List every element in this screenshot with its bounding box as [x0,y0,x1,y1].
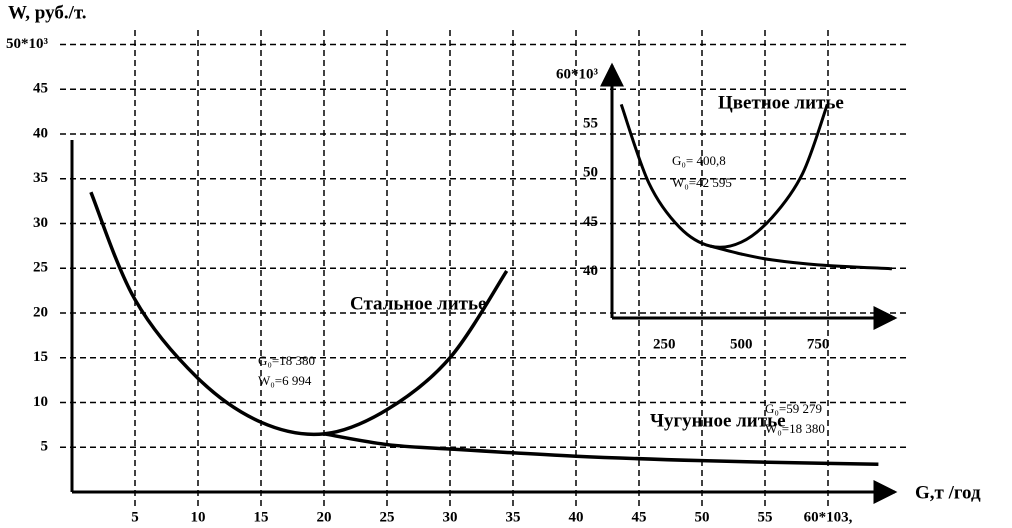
y-tick-label: 15 [33,349,48,365]
y-tick-label: 60*10³ [556,66,599,82]
series-label: Цветное литье [718,92,844,113]
series-label: Чугунное литье [650,410,786,431]
x-tick-label: 30 [443,509,458,525]
x-tick-label: 15 [254,509,269,525]
y-tick-label: 25 [33,260,48,276]
annotation: G₀=59 279 [765,401,822,416]
y-tick-label: 45 [33,81,48,97]
y-tick-label: 20 [33,304,48,320]
x-tick-label: 5 [131,509,139,525]
series-line [619,103,829,249]
y-axis-label: W, руб./т. [8,2,87,23]
series-line [323,432,879,467]
annotation: W₀=18 380 [765,421,825,436]
x-tick-label: 55 [758,509,773,525]
y-tick-label: 50 [583,165,598,181]
x-tick-label: 750 [807,336,830,352]
x-tick-label: 500 [730,336,753,352]
y-tick-label: 40 [33,125,48,141]
y-tick-label: 30 [33,215,48,231]
y-tick-label: 35 [33,170,48,186]
annotation: W₀=6 994 [258,373,312,388]
x-axis-label: G,т /год [915,482,981,503]
x-tick-label: 35 [506,509,521,525]
y-tick-label: 50*10³ [6,36,49,52]
x-tick-label: 40 [569,509,584,525]
x-tick-label: 10 [191,509,206,525]
x-tick-label: 250 [653,336,676,352]
y-tick-label: 40 [583,263,598,279]
y-tick-label: 55 [583,116,598,132]
series-line [89,191,509,437]
series-label: Стальное литье [350,293,486,314]
annotation: W₀=42 595 [672,175,732,190]
annotation: G₀=18 380 [258,353,315,368]
annotation: G₀= 400,8 [672,153,726,168]
y-tick-label: 10 [33,394,48,410]
y-tick-label: 5 [41,439,49,455]
x-tick-label: 25 [380,509,395,525]
x-tick-label: 50 [695,509,710,525]
y-tick-label: 45 [583,214,598,230]
x-tick-label: 45 [632,509,647,525]
x-tick-label: 60*103, [804,509,853,525]
series-line [710,244,893,271]
x-tick-label: 20 [317,509,332,525]
